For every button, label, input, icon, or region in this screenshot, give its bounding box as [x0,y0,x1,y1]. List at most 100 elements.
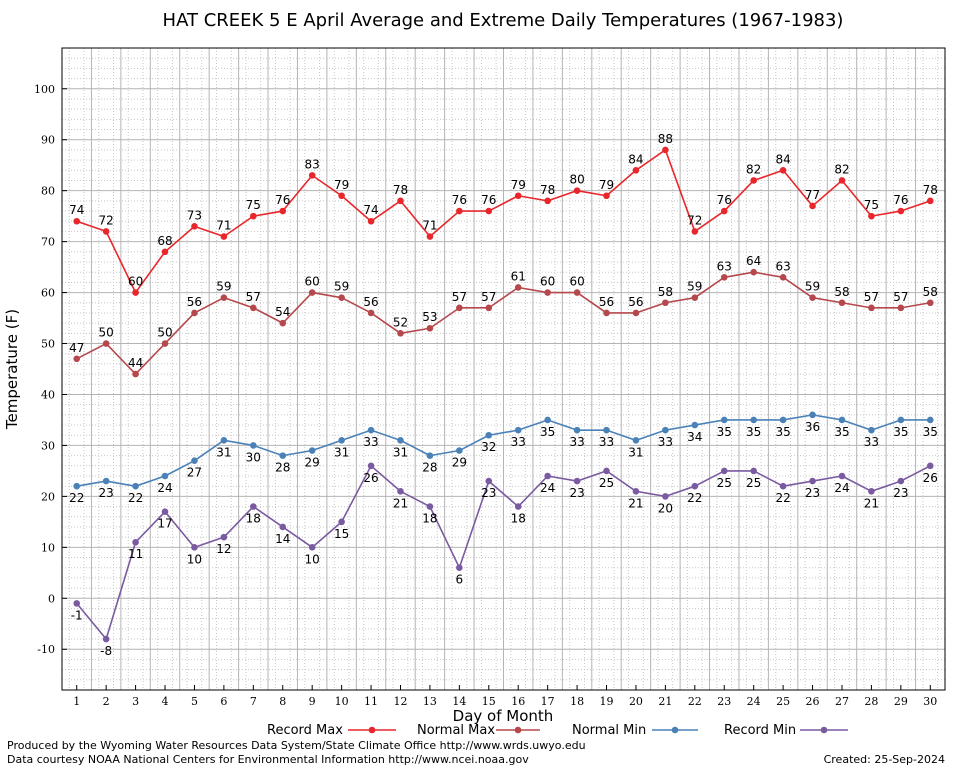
data-label-record-min: -1 [71,608,83,622]
data-label-record-min: 23 [481,486,496,500]
x-tick-label: 11 [364,695,378,708]
y-tick-label: 80 [41,185,55,198]
data-point-record-min [720,467,728,475]
data-label-normal-max: 58 [923,285,938,299]
data-point-record-max [132,289,139,296]
data-point-normal-max [220,294,228,301]
series-line-record-min [76,465,931,640]
legend-marker-normal-min [671,726,679,734]
data-label-normal-min: 30 [246,450,261,464]
data-point-normal-min [897,416,905,424]
data-label-normal-max: 56 [599,295,614,309]
data-point-record-min [456,564,463,572]
data-label-record-min: 26 [363,471,378,485]
data-point-normal-max [662,299,669,307]
x-tick-label: 6 [220,695,227,708]
data-point-normal-max [367,309,375,317]
data-label-record-min: 20 [658,501,673,515]
data-label-record-max: 71 [422,219,437,233]
footer-created-date: Created: 25-Sep-2024 [824,753,945,766]
data-label-normal-max: 60 [569,275,584,289]
data-label-record-max: 79 [334,178,349,192]
data-label-record-min: 17 [157,517,172,531]
x-tick-label: 22 [688,695,702,708]
data-label-record-max: 76 [717,193,732,207]
data-point-record-min [926,462,934,470]
data-point-normal-max [397,330,404,337]
data-label-record-max: 60 [128,275,143,289]
footer-data-courtesy: Data courtesy NOAA National Centers for … [7,753,529,766]
y-tick-label: 0 [48,592,55,605]
data-point-normal-max [456,304,463,312]
x-tick-label: 20 [629,695,643,708]
y-tick-label: 10 [41,541,55,554]
y-tick-label: 100 [34,83,55,96]
data-label-normal-min: 33 [363,435,378,449]
data-label-record-max: 83 [305,157,320,171]
data-label-record-max: 88 [658,132,673,146]
data-point-record-min [191,544,198,551]
data-label-record-max: 78 [923,183,938,197]
data-point-record-max [161,248,169,256]
x-tick-label: 26 [806,695,820,708]
data-point-record-min [308,544,316,551]
data-label-normal-max: 59 [334,280,349,294]
data-point-record-min [397,487,404,495]
x-tick-label: 5 [191,695,198,708]
data-label-normal-min: 35 [923,425,938,439]
data-point-record-max [573,187,581,194]
data-label-record-min: 6 [456,573,464,587]
data-point-record-min [250,503,257,510]
x-tick-label: 19 [600,695,614,708]
data-label-record-max: 82 [746,162,761,176]
data-point-record-max [250,212,257,220]
data-label-record-max: 76 [275,193,290,207]
data-point-normal-min [161,472,169,480]
data-label-record-max: 77 [805,188,820,202]
legend-marker-normal-max [514,726,522,734]
data-point-record-min [220,533,228,541]
data-label-record-max: 68 [157,234,172,248]
data-label-record-max: 79 [511,178,526,192]
data-label-record-min: 18 [511,512,526,526]
data-point-normal-min [191,457,198,465]
x-tick-label: 21 [658,695,672,708]
plot-frame [61,47,946,691]
data-point-record-max [720,207,728,215]
data-point-record-min [132,538,139,546]
data-label-normal-min: 36 [805,420,820,434]
data-label-record-max: 76 [893,193,908,207]
data-point-normal-min [514,426,522,434]
x-tick-label: 3 [132,695,139,708]
data-label-normal-min: 29 [305,456,320,470]
data-label-record-min: 11 [128,547,143,561]
data-point-normal-min [279,452,287,459]
data-label-normal-min: 33 [599,435,614,449]
data-label-normal-max: 50 [157,326,172,340]
data-label-normal-min: 35 [834,425,849,439]
data-label-normal-max: 60 [305,275,320,289]
y-tick-label: 90 [41,134,55,147]
data-label-record-min: 25 [746,476,761,490]
x-tick-label: 27 [835,695,849,708]
data-point-record-max [750,177,757,184]
data-point-record-max [632,166,640,174]
data-label-normal-min: 28 [422,461,437,475]
data-point-normal-min [573,426,581,434]
x-tick-label: 28 [864,695,878,708]
data-point-normal-max [338,294,345,301]
data-label-record-max: 72 [687,213,702,227]
x-tick-label: 15 [482,695,496,708]
data-point-normal-min [456,447,463,454]
data-point-normal-min [220,437,228,444]
data-label-normal-min: 24 [157,481,172,495]
data-label-normal-max: 64 [746,254,761,268]
data-point-normal-min [868,426,875,434]
legend-marker-record-max [368,726,376,734]
data-point-normal-max [250,304,257,312]
legend: Record Max Normal Max Normal Min Record Min [267,723,848,738]
data-point-normal-min [308,447,316,454]
data-label-normal-max: 59 [216,280,231,294]
data-point-record-min [603,467,610,475]
